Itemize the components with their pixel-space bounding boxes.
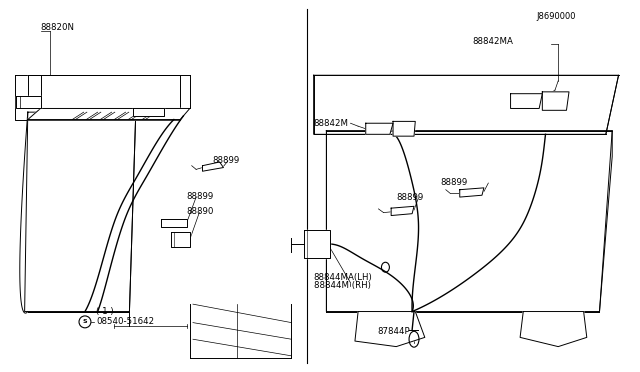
Polygon shape	[511, 94, 542, 109]
Text: 88899: 88899	[396, 193, 424, 202]
Polygon shape	[520, 311, 587, 347]
Polygon shape	[355, 311, 425, 347]
Text: S: S	[83, 320, 87, 324]
Text: 88899: 88899	[212, 155, 239, 165]
Text: 88820N: 88820N	[40, 23, 74, 32]
Polygon shape	[132, 109, 164, 116]
Text: 88842MA: 88842MA	[472, 37, 513, 46]
Text: ( 1 ): ( 1 )	[97, 307, 114, 316]
Polygon shape	[393, 121, 415, 136]
Polygon shape	[391, 206, 414, 215]
Polygon shape	[15, 75, 180, 119]
Text: 08540-51642: 08540-51642	[97, 317, 154, 326]
Polygon shape	[202, 162, 223, 171]
Polygon shape	[28, 109, 190, 119]
Text: 88899: 88899	[187, 192, 214, 201]
Polygon shape	[17, 96, 40, 109]
Polygon shape	[161, 219, 187, 227]
Polygon shape	[314, 75, 618, 134]
Polygon shape	[542, 92, 569, 110]
Polygon shape	[460, 188, 484, 197]
Polygon shape	[24, 112, 136, 311]
Text: 88844M (RH): 88844M (RH)	[314, 281, 371, 290]
Text: 88842M: 88842M	[314, 119, 349, 128]
Text: J8690000: J8690000	[536, 12, 575, 22]
Text: 88890: 88890	[187, 207, 214, 217]
Polygon shape	[28, 75, 40, 109]
Text: 87844P: 87844P	[377, 327, 410, 336]
Polygon shape	[326, 131, 612, 311]
Text: 88844MA(LH): 88844MA(LH)	[314, 273, 372, 282]
Polygon shape	[365, 123, 393, 134]
Polygon shape	[171, 232, 190, 247]
Polygon shape	[304, 230, 330, 258]
Text: 88899: 88899	[441, 178, 468, 187]
